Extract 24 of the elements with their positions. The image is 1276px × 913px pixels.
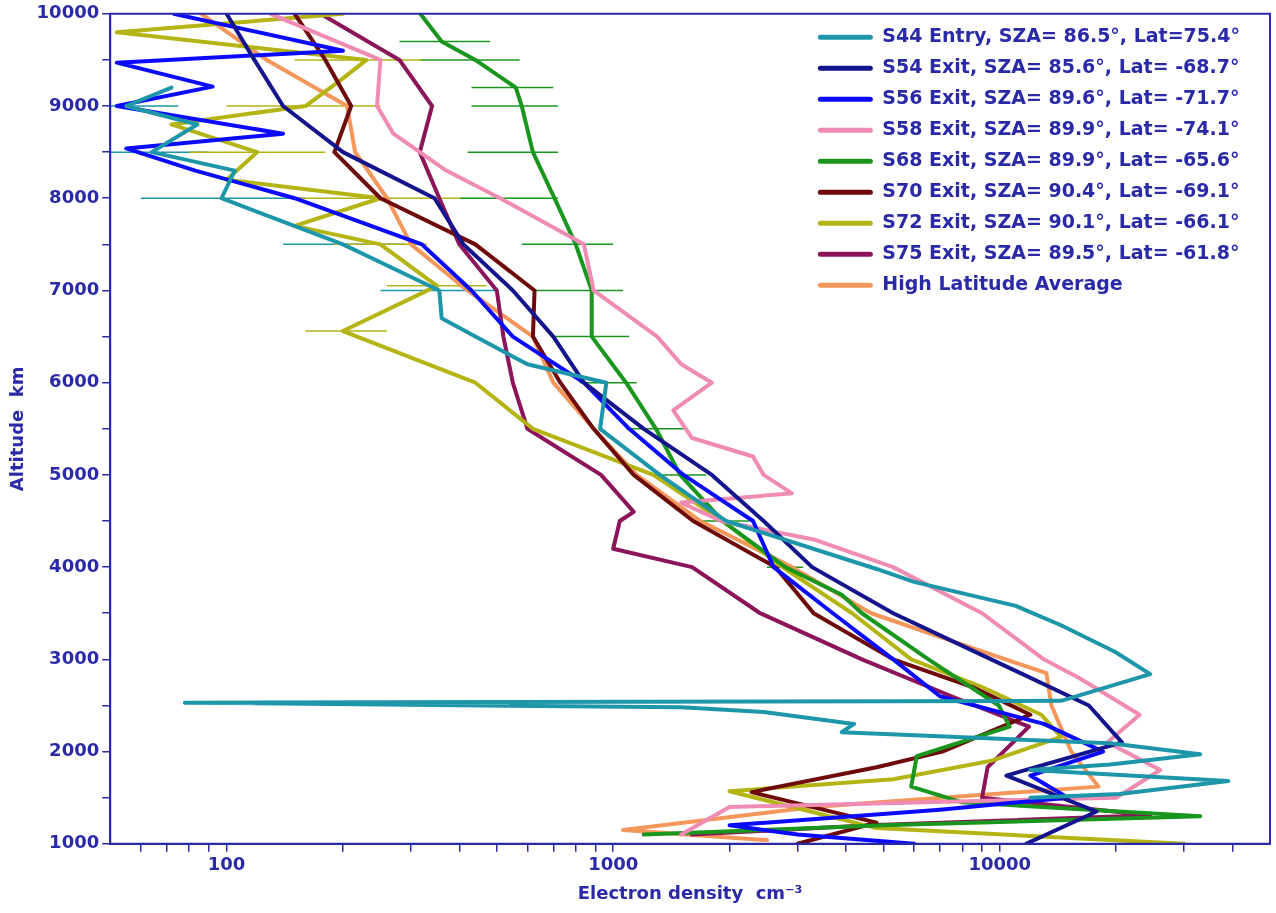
y-tick-label: 4000 xyxy=(49,554,100,576)
y-tick-label: 3000 xyxy=(49,647,100,669)
legend-label: High Latitude Average xyxy=(882,272,1123,295)
y-tick-label: 2000 xyxy=(49,739,100,761)
y-tick-label: 1000 xyxy=(49,831,100,853)
x-axis-title: Electron density cm⁻³ xyxy=(577,881,803,903)
legend-label: S44 Entry, SZA= 86.5°, Lat=75.4° xyxy=(882,24,1241,47)
x-tick-label: 100 xyxy=(207,853,246,875)
legend-label: S56 Exit, SZA= 89.6°, Lat= -71.7° xyxy=(882,86,1240,109)
legend-label: S70 Exit, SZA= 90.4°, Lat= -69.1° xyxy=(882,179,1240,202)
x-tick-label: 1000 xyxy=(588,853,639,875)
legend-label: S75 Exit, SZA= 89.5°, Lat= -61.8° xyxy=(882,241,1240,264)
y-axis-title: Altitude km xyxy=(6,366,28,492)
y-tick-label: 6000 xyxy=(49,370,100,392)
legend-label: S54 Exit, SZA= 85.6°, Lat= -68.7° xyxy=(882,55,1240,78)
y-tick-label: 5000 xyxy=(49,462,100,484)
y-tick-label: 7000 xyxy=(49,278,100,300)
y-tick-label: 9000 xyxy=(49,93,100,115)
legend-label: S72 Exit, SZA= 90.1°, Lat= -66.1° xyxy=(882,210,1240,233)
y-tick-label: 10000 xyxy=(36,1,100,23)
y-tick-label: 8000 xyxy=(49,185,100,207)
x-tick-label: 10000 xyxy=(968,853,1032,875)
legend-label: S58 Exit, SZA= 89.9°, Lat= -74.1° xyxy=(882,117,1240,140)
legend-label: S68 Exit, SZA= 89.9°, Lat= -65.6° xyxy=(882,148,1240,171)
